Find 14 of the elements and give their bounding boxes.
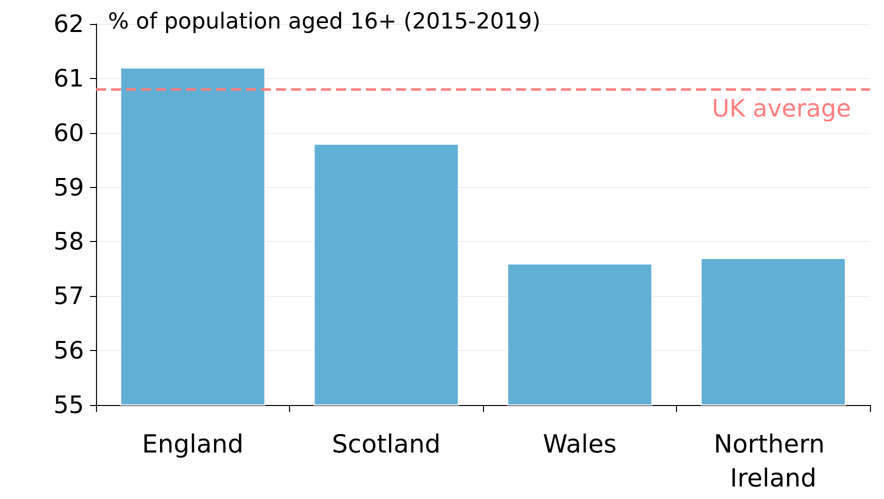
y-tick-label: 58 <box>53 228 84 256</box>
x-tick-label: Scotland <box>332 430 441 458</box>
y-tick-label: 55 <box>53 391 84 419</box>
x-tick-label: Northern Ireland <box>714 430 833 492</box>
y-tick-label: 59 <box>53 173 84 202</box>
x-tick-label: England <box>142 430 244 458</box>
y-tick-label: 60 <box>53 118 84 147</box>
y-tick-label: 61 <box>53 64 84 92</box>
chart-title: % of population aged 16+ (2015-2019) <box>108 10 541 34</box>
y-tick-label: 62 <box>53 10 84 38</box>
y-tick-label: 57 <box>53 282 84 310</box>
ref-line-label: UK average <box>712 94 851 122</box>
x-tick-label: Wales <box>542 430 617 458</box>
y-tick-label: 56 <box>53 336 84 365</box>
